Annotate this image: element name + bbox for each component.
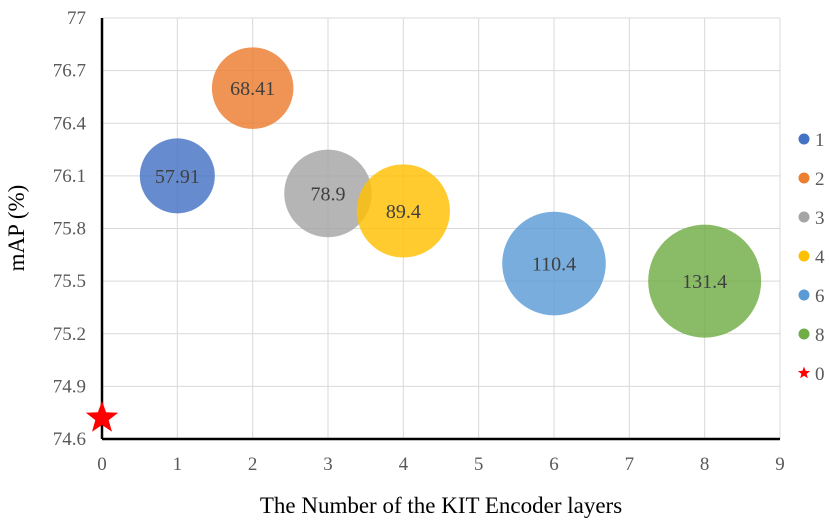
y-tick-label: 74.9 [53, 376, 86, 397]
y-tick-label: 77 [67, 8, 86, 29]
bubble-label: 89.4 [386, 201, 421, 223]
legend-marker-2 [798, 172, 810, 184]
legend-label: 8 [815, 325, 825, 346]
bubble-series-1 [139, 138, 215, 214]
legend-label: 1 [815, 130, 825, 151]
y-tick-label: 76.7 [53, 61, 86, 82]
legend-marker-3 [798, 211, 810, 223]
bubble-series-4 [356, 164, 450, 258]
x-axis-title: The Number of the KIT Encoder layers [260, 493, 622, 518]
baseline-star-marker [85, 400, 119, 432]
legend-marker-1 [798, 133, 810, 145]
x-tick-label: 6 [549, 454, 559, 475]
y-tick-label: 74.6 [53, 429, 86, 450]
x-tick-label: 4 [399, 454, 409, 475]
bubble-label: 57.91 [155, 166, 200, 188]
bubble-label: 68.41 [230, 78, 275, 100]
bubble-series-6 [502, 211, 606, 316]
bubble-series-8 [648, 224, 762, 338]
legend: 1 2 3 4 6 8 0 [797, 130, 825, 385]
x-tick-label: 8 [700, 454, 710, 475]
x-tick-label: 3 [323, 454, 333, 475]
x-tick-label: 9 [775, 454, 785, 475]
bubbles: 57.91 68.41 78.9 89.4 110.4 131.4 [85, 47, 762, 432]
legend-marker-6 [798, 289, 810, 301]
legend-marker-4 [798, 250, 810, 262]
legend-label: 3 [815, 208, 825, 229]
y-tick-label: 75.5 [53, 271, 86, 292]
axes [100, 18, 780, 441]
y-tick-label: 75.2 [53, 324, 86, 345]
tick-labels: 0 1 2 3 4 5 6 7 8 9 74.6 74.9 75.2 75.5 75.8 76.1 76.4 76… [53, 8, 785, 475]
y-axis-title: mAP (%) [4, 185, 29, 272]
legend-label: 4 [815, 247, 825, 268]
bubble-label: 131.4 [682, 271, 727, 293]
bubble-series-3 [284, 149, 372, 238]
bubble-label: 78.9 [311, 183, 346, 205]
legend-label: 6 [815, 286, 825, 307]
bubble-label: 110.4 [532, 254, 576, 276]
x-tick-label: 2 [248, 454, 258, 475]
y-tick-label: 76.4 [53, 113, 87, 134]
legend-marker-8 [798, 328, 810, 340]
y-tick-label: 75.8 [53, 219, 86, 240]
y-tick-label: 76.1 [53, 166, 86, 187]
x-tick-label: 7 [625, 454, 635, 475]
x-tick-label: 1 [173, 454, 183, 475]
legend-label: 0 [815, 364, 825, 385]
x-tick-label: 0 [97, 454, 107, 475]
legend-label: 2 [815, 169, 825, 190]
legend-star-marker [797, 366, 811, 379]
bubble-series-2 [211, 47, 294, 129]
x-tick-label: 5 [474, 454, 484, 475]
